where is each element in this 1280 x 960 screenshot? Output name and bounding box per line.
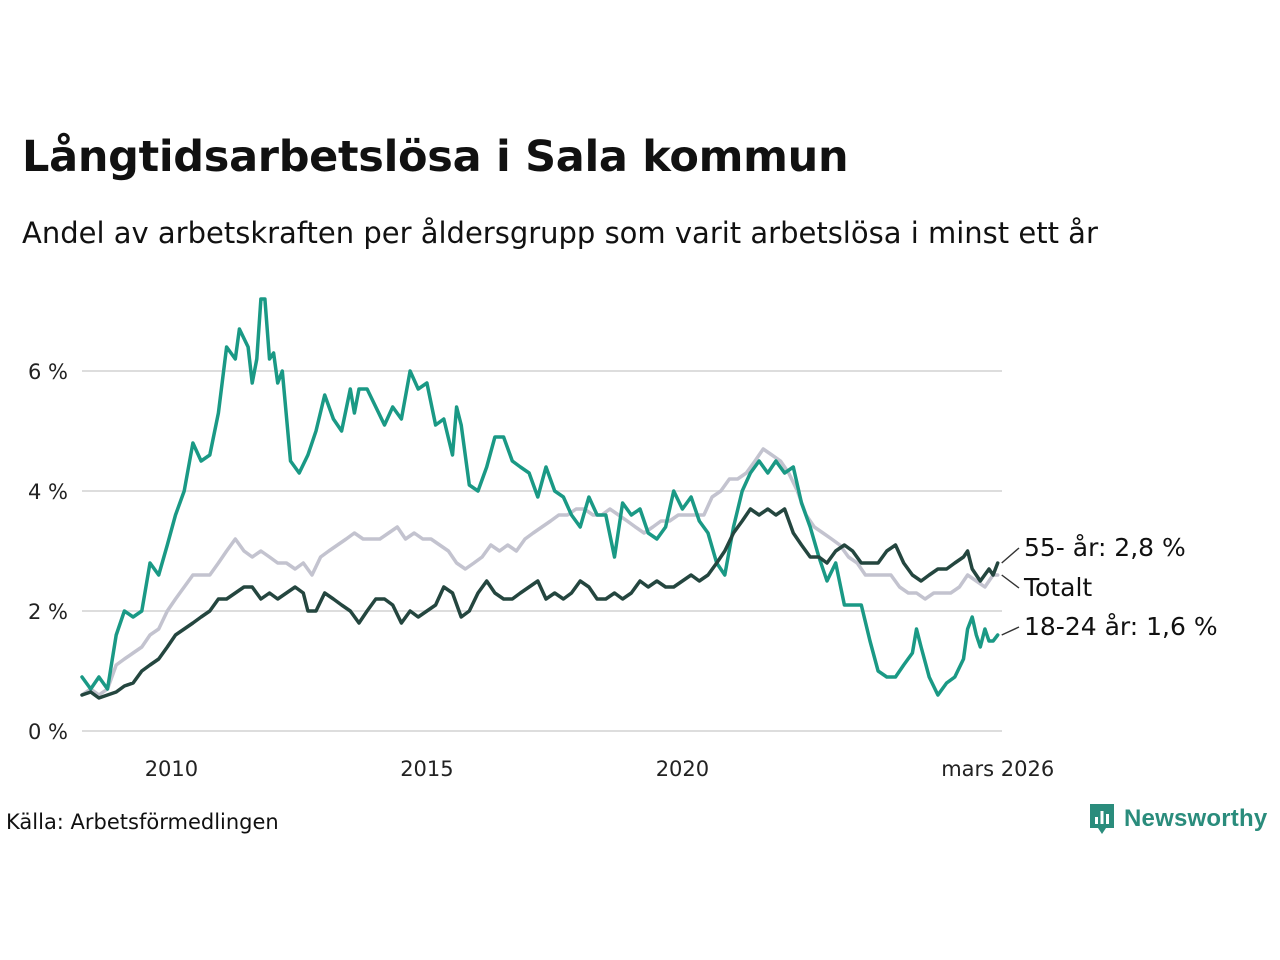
y-tick-label: 2 %: [28, 600, 68, 624]
end-label: 18-24 år: 1,6 %: [1024, 612, 1218, 641]
y-tick-label: 0 %: [28, 720, 68, 744]
x-tick-label: mars 2026: [941, 757, 1054, 781]
newsworthy-logo-icon: [1090, 804, 1114, 834]
label-connector: [1001, 574, 1020, 589]
source-note: Källa: Arbetsförmedlingen: [6, 810, 279, 834]
series-lines: [80, 297, 1000, 700]
series-line-totalt: [80, 447, 1000, 697]
end-label: 55- år: 2,8 %: [1024, 533, 1186, 562]
brand: Newsworthy: [1088, 802, 1267, 836]
y-tick-label: 6 %: [28, 360, 68, 384]
label-connector: [1001, 626, 1020, 636]
x-axis-ticks: 2010 2015 2020 mars 2026: [145, 757, 1055, 781]
series-line-18-24-r: [80, 297, 1000, 697]
end-label: Totalt: [1023, 573, 1092, 602]
gridlines: [82, 370, 1002, 732]
chart-title: Långtidsarbetslösa i Sala kommun: [22, 132, 849, 182]
series-line-55-r: [80, 507, 1000, 700]
y-tick-label: 4 %: [28, 480, 68, 504]
x-tick-label: 2010: [145, 757, 198, 781]
x-tick-label: 2020: [656, 757, 709, 781]
x-tick-label: 2015: [400, 757, 453, 781]
chart-subtitle: Andel av arbetskraften per åldersgrupp s…: [22, 216, 1098, 250]
end-labels: 18-24 år: 1,6 % Totalt 55- år: 2,8 %: [1001, 533, 1218, 641]
y-axis-ticks: 0 % 2 % 4 % 6 %: [28, 360, 68, 744]
label-connector: [1001, 547, 1020, 564]
brand-name: Newsworthy: [1124, 805, 1268, 832]
